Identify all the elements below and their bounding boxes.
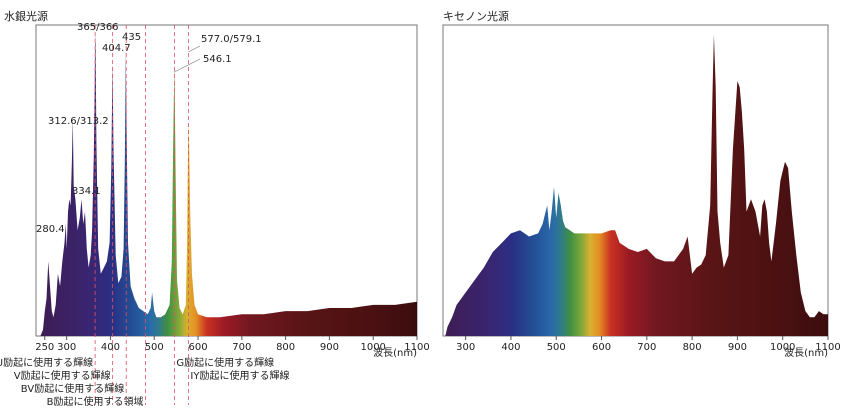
peak-label: 365/366	[77, 22, 119, 33]
excitation-label: B励起に使用する領域	[47, 395, 144, 408]
x-tick-label: 250	[35, 342, 54, 353]
excitation-label: V励起に使用する輝線	[14, 369, 111, 382]
spectrum-area-2	[445, 34, 828, 337]
x-tick-label: 800	[683, 342, 702, 353]
x-tick-label: 600	[188, 342, 207, 353]
peak-label: 334.1	[72, 186, 101, 197]
x-tick-label: 1100	[815, 342, 840, 353]
x-tick-label: 1100	[404, 342, 429, 353]
x-tick-label: 900	[320, 342, 339, 353]
peak-label: 435	[122, 32, 141, 43]
excitation-label: IY励起に使用する輝線	[190, 369, 289, 382]
xenon-chart: キセノン光源 300 400 500 600 700 800 900 1000 1100 波長(…	[442, 9, 841, 359]
x-tick-label: 700	[232, 342, 251, 353]
peak-label: 404.7	[102, 43, 131, 54]
mercury-chart: 水銀光源 280.4 312.6/313.2 334.1 365/366 404.743…	[0, 9, 430, 408]
spectrum-area-1	[40, 34, 418, 337]
x-tick-label: 800	[276, 342, 295, 353]
x-tick-label: 400	[101, 342, 120, 353]
leader-line	[188, 45, 201, 53]
x-tick-label: 700	[637, 342, 656, 353]
peak-label: 280.4	[36, 224, 65, 235]
mercury-x-unit: 波長(nm)	[373, 346, 417, 359]
x-tick-label: 900	[728, 342, 747, 353]
x-tick-label: 1000	[360, 342, 385, 353]
x-tick-label: 1000	[770, 342, 795, 353]
peak-label: 546.1	[203, 54, 232, 65]
xenon-chart-title: キセノン光源	[443, 9, 509, 23]
x-tick-label: 300	[57, 342, 76, 353]
leader-line	[174, 58, 201, 73]
peak-label: 577.0/579.1	[201, 34, 262, 45]
x-tick-label: 500	[547, 342, 566, 353]
excitation-label: U励起に使用する輝線	[0, 356, 93, 369]
peak-label: 312.6/313.2	[48, 116, 109, 127]
excitation-label: G励起に使用する輝線	[176, 356, 274, 369]
xenon-x-unit: 波長(nm)	[784, 346, 828, 359]
mercury-chart-title: 水銀光源	[4, 9, 48, 23]
x-tick-label: 400	[501, 342, 520, 353]
excitation-label: BV励起に使用する輝線	[21, 382, 124, 395]
x-tick-label: 600	[592, 342, 611, 353]
x-tick-label: 300	[456, 342, 475, 353]
x-tick-label: 500	[145, 342, 164, 353]
